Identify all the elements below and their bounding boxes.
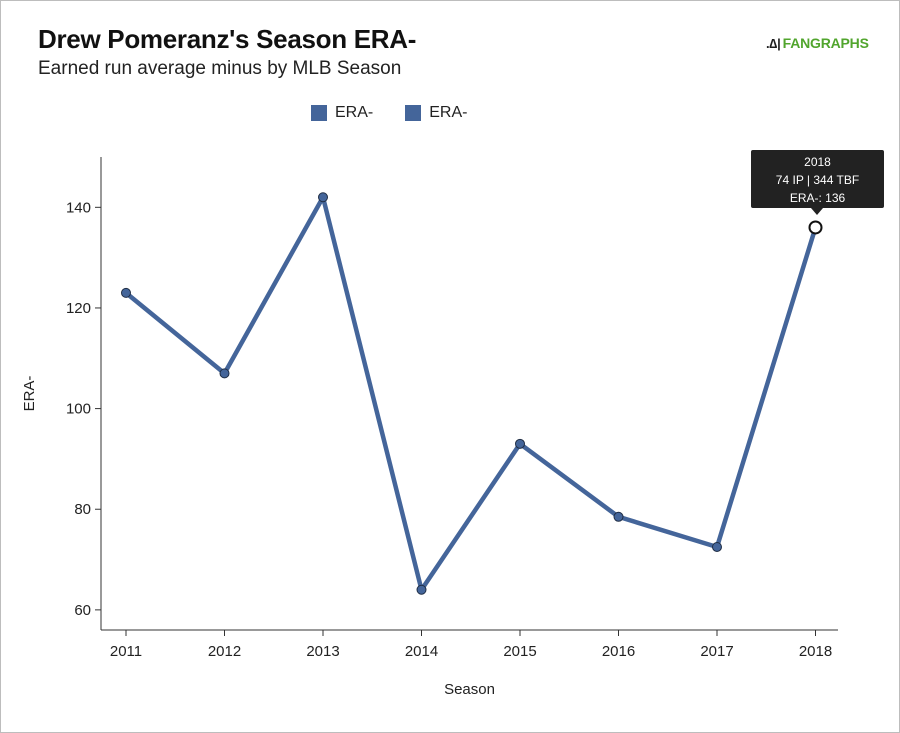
series-group <box>121 192 823 595</box>
x-tick-label-2013: 2013 <box>306 643 339 660</box>
x-tick-label-2015: 2015 <box>503 643 536 660</box>
data-point-2018[interactable] <box>808 220 823 235</box>
series-line-0 <box>123 195 818 592</box>
data-point-2015[interactable] <box>515 438 525 449</box>
y-axis-title: ERA- <box>21 376 38 412</box>
x-tick-label-2018: 2018 <box>799 643 832 660</box>
chart-axes <box>100 157 838 631</box>
data-point-2011[interactable] <box>121 287 131 298</box>
tooltip-innings: 74 IP | 344 TBF <box>775 173 860 187</box>
legend-swatch-2 <box>405 105 422 121</box>
legend-item-2[interactable]: ERA- <box>405 104 467 122</box>
fangraphs-logo-icon: .∆| <box>766 35 781 51</box>
x-tick-label-2017: 2017 <box>700 643 733 660</box>
y-tick-label-60: 60 <box>74 602 91 619</box>
y-tick-label-140: 140 <box>66 199 91 216</box>
y-tick-label-100: 100 <box>66 401 91 418</box>
chart-subtitle: Earned run average minus by MLB Season <box>38 58 402 79</box>
data-point-2013[interactable] <box>318 192 328 203</box>
x-axis-title: Season <box>444 681 495 698</box>
tooltip-season: 2018 <box>804 155 831 169</box>
legend-swatch-1 <box>311 105 327 121</box>
data-point-2012[interactable] <box>219 368 230 379</box>
y-tick-label-80: 80 <box>74 501 91 518</box>
data-point-2014[interactable] <box>416 584 427 595</box>
x-tick-label-2014: 2014 <box>405 643 438 660</box>
legend: ERA- ERA- <box>311 104 467 122</box>
data-point-2016[interactable] <box>613 511 624 522</box>
chart-title: Drew Pomeranz's Season ERA- <box>38 24 417 54</box>
data-tooltip: 2018 74 IP | 344 TBF ERA-: 136 <box>751 150 884 215</box>
fangraphs-logo[interactable]: .∆| FANGRAPHS <box>766 35 869 51</box>
y-axis-ticks: 60 80 100 120 140 <box>66 199 101 619</box>
x-tick-label-2012: 2012 <box>208 643 241 660</box>
legend-label-2: ERA- <box>429 104 468 121</box>
data-point-2017[interactable] <box>712 541 722 552</box>
legend-label-1: ERA- <box>335 104 374 121</box>
x-tick-label-2011: 2011 <box>110 643 142 660</box>
x-tick-label-2016: 2016 <box>602 643 635 660</box>
legend-item-1[interactable]: ERA- <box>311 104 373 122</box>
fangraphs-logo-text: FANGRAPHS <box>782 35 869 51</box>
y-tick-label-120: 120 <box>66 300 91 317</box>
tooltip-era-minus: ERA-: 136 <box>789 191 846 205</box>
x-axis-ticks: 2011 2012 2013 2014 2015 2016 2017 2018 <box>110 630 832 660</box>
